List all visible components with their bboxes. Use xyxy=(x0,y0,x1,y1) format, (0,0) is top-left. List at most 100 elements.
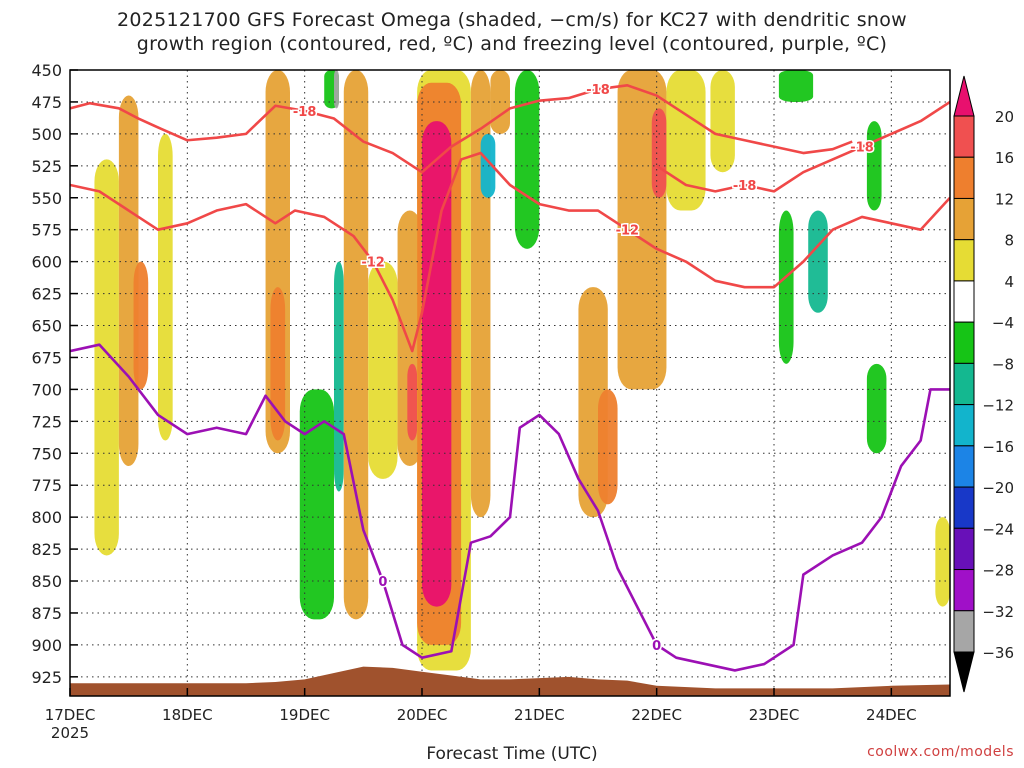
omega-region xyxy=(710,70,735,173)
contour-line xyxy=(70,84,853,174)
x-tick-label: 23DEC xyxy=(749,706,800,724)
omega-region xyxy=(118,95,139,467)
colorbar-label: −24 xyxy=(982,520,1014,538)
x-axis: 17DEC 18DEC 19DEC 20DEC 21DEC 22DEC 23DEC 24DEC… xyxy=(45,688,917,742)
x-axis-title: Forecast Time (UTC) xyxy=(426,744,598,764)
terrain-fill xyxy=(70,666,950,696)
omega-region xyxy=(778,210,794,364)
y-tick-label: 825 xyxy=(31,540,62,559)
omega-region xyxy=(299,389,334,620)
colorbar-label: −20 xyxy=(982,479,1014,497)
x-tick-label: 21DEC xyxy=(514,706,565,724)
colorbar-label: −12 xyxy=(982,397,1014,415)
contour-line xyxy=(70,343,950,672)
omega-region xyxy=(368,261,398,479)
y-tick-label: 675 xyxy=(31,348,62,367)
y-tick-label: 650 xyxy=(31,317,62,336)
plot-area xyxy=(70,70,950,696)
y-tick-label: 575 xyxy=(31,221,62,240)
colorbar-label: 16 xyxy=(995,149,1014,167)
omega-region xyxy=(334,70,339,109)
colorbar-label: −36 xyxy=(982,644,1014,662)
y-tick-label: 875 xyxy=(31,604,62,623)
y-tick-label: 850 xyxy=(31,572,62,591)
colorbar-swatch xyxy=(953,239,975,282)
contour-label: -12 xyxy=(361,256,385,271)
colorbar-swatch xyxy=(953,280,975,323)
colorbar-label: 4 xyxy=(1004,273,1014,291)
plot-frame xyxy=(69,69,951,697)
y-tick-label: 525 xyxy=(31,157,62,176)
x-tick-label: 19DEC xyxy=(279,706,330,724)
y-tick-label: 750 xyxy=(31,444,62,463)
colorbar-label: −4 xyxy=(992,314,1014,332)
y-tick-label: 700 xyxy=(31,380,62,399)
credit-text: coolwx.com/models xyxy=(867,744,1014,760)
colorbar-top-triangle xyxy=(953,75,975,117)
x-tick-sublabel: 2025 xyxy=(51,724,89,742)
contour-layer: -18 -18 -18 -18 -12 -12 0 0 xyxy=(70,82,950,672)
colorbar-swatch xyxy=(953,527,975,571)
chart-title-line-1: 2025121700 GFS Forecast Omega (shaded, −… xyxy=(116,9,908,31)
colorbar-bottom-triangle xyxy=(953,651,975,693)
y-tick-label: 725 xyxy=(31,412,62,431)
omega-region xyxy=(158,133,173,441)
x-tick-label: 17DEC xyxy=(45,706,96,724)
colorbar-swatch xyxy=(953,156,975,199)
contour-label: 0 xyxy=(378,575,387,590)
colorbar-swatch xyxy=(953,569,975,612)
y-axis: 450 475 500 525 550 575 600 625 650 675 700 725 750 7… xyxy=(31,61,78,687)
chart-title: 2025121700 GFS Forecast Omega (shaded, −… xyxy=(0,8,1024,56)
colorbar: 20 16 12 8 4 −4 −8 −12 −16 −20 −24 −28 −32 −36 xyxy=(953,75,1014,693)
chart-title-line-2: growth region (contoured, red, ºC) and f… xyxy=(136,33,888,55)
colorbar-label: −32 xyxy=(982,603,1014,621)
x-tick-label: 22DEC xyxy=(631,706,682,724)
y-tick-label: 450 xyxy=(31,61,62,80)
contour-label: -18 xyxy=(586,83,610,98)
omega-shading-layer xyxy=(94,70,950,671)
omega-region xyxy=(94,159,119,556)
colorbar-label: −16 xyxy=(982,438,1014,456)
colorbar-swatch xyxy=(953,321,975,364)
omega-region xyxy=(334,261,344,492)
colorbar-swatch xyxy=(953,486,975,529)
colorbar-swatch xyxy=(953,197,975,241)
y-tick-label: 925 xyxy=(31,668,62,687)
colorbar-label: −8 xyxy=(992,355,1014,373)
x-tick-label: 20DEC xyxy=(397,706,448,724)
y-tick-label: 625 xyxy=(31,285,62,304)
omega-region xyxy=(666,70,706,211)
contour-label: 0 xyxy=(652,639,661,654)
contour-line xyxy=(655,100,950,193)
omega-region xyxy=(343,70,369,620)
y-tick-label: 550 xyxy=(31,189,62,208)
contour-label: -12 xyxy=(616,224,640,239)
contour-line xyxy=(70,151,950,353)
colorbar-swatch xyxy=(953,404,975,447)
terrain-layer xyxy=(70,666,950,696)
omega-region xyxy=(598,389,618,505)
colorbar-swatch xyxy=(953,362,975,406)
omega-region xyxy=(514,70,540,249)
colorbar-swatch xyxy=(953,445,975,488)
x-tick-label: 24DEC xyxy=(866,706,917,724)
colorbar-swatch xyxy=(953,115,975,158)
colorbar-label: 8 xyxy=(1004,232,1014,250)
colorbar-label: 20 xyxy=(995,108,1014,126)
colorbar-swatch xyxy=(953,610,975,653)
grid-layer xyxy=(70,70,950,696)
omega-region xyxy=(866,363,887,454)
contour-label: -18 xyxy=(733,179,757,194)
y-tick-label: 500 xyxy=(31,125,62,144)
contour-label: -18 xyxy=(850,141,874,156)
x-tick-label: 18DEC xyxy=(162,706,213,724)
y-tick-label: 775 xyxy=(31,476,62,495)
omega-region xyxy=(651,108,667,198)
y-tick-label: 800 xyxy=(31,508,62,527)
y-tick-label: 900 xyxy=(31,636,62,655)
omega-region xyxy=(133,261,149,390)
omega-region xyxy=(407,363,418,441)
omega-region xyxy=(778,70,814,102)
omega-region xyxy=(935,517,950,607)
